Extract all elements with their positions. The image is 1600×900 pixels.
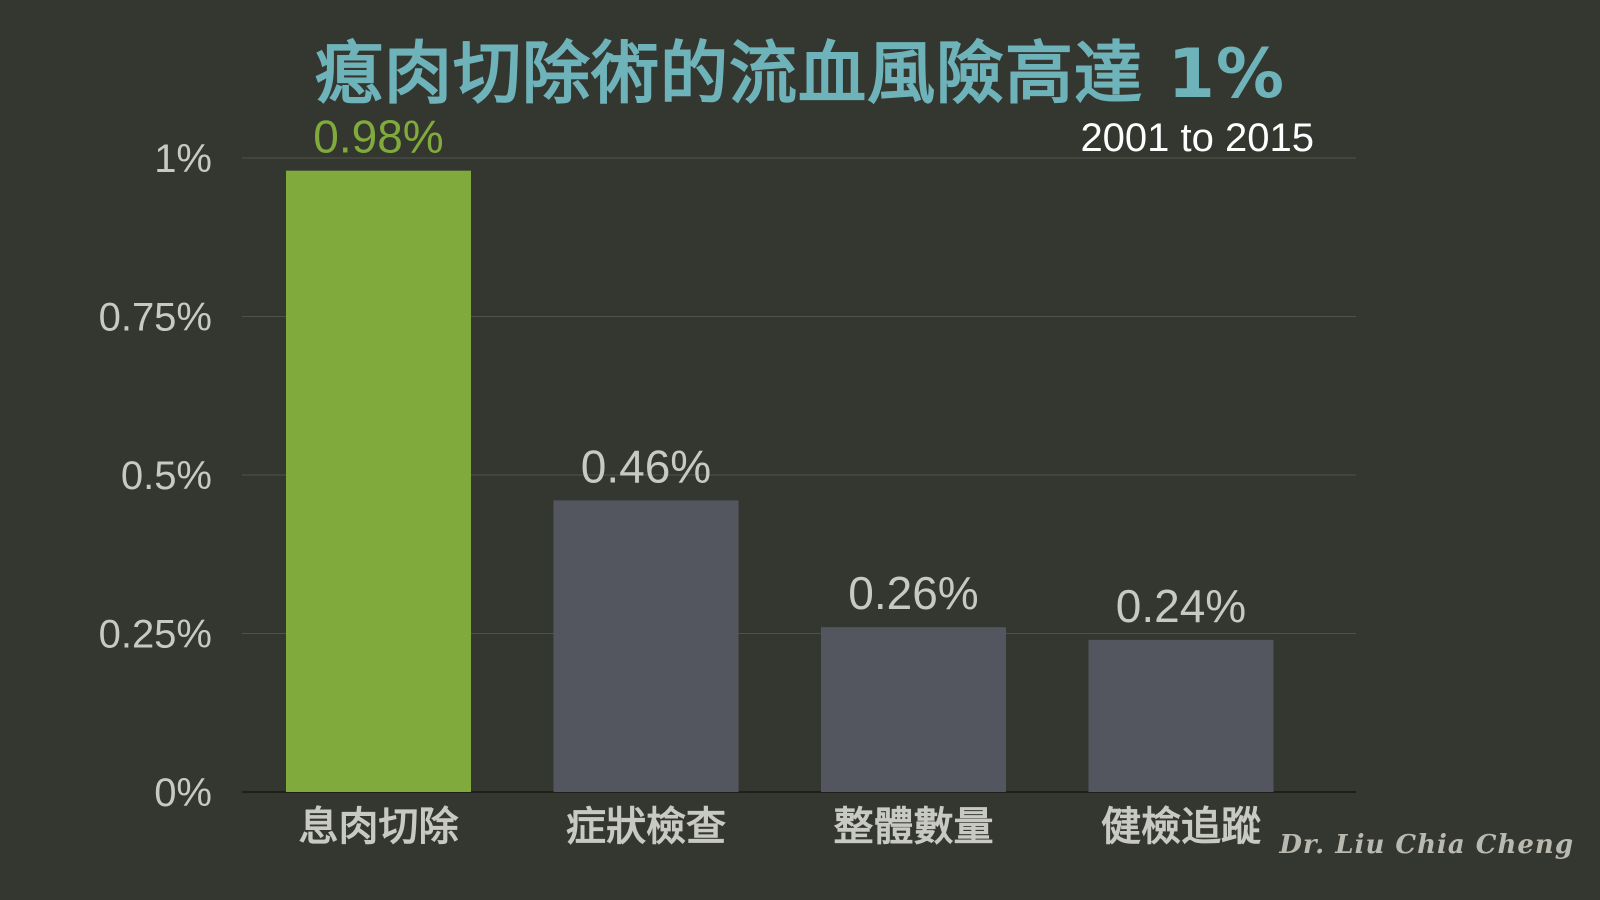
value-label-0: 0.98% [313, 111, 443, 163]
x-tick-label-3: 健檢追蹤 [1101, 804, 1261, 850]
x-tick-label-2: 整體數量 [834, 804, 994, 850]
value-label-2: 0.26% [848, 567, 978, 619]
bar-2 [821, 627, 1006, 792]
y-tick-label: 1% [154, 137, 212, 181]
x-tick-label-1: 症狀檢查 [566, 804, 726, 850]
bars [286, 170, 1274, 792]
x-tick-label-0: 息肉切除 [299, 804, 460, 850]
value-labels: 0.98% 0.46% 0.26% 0.24% [313, 111, 1246, 632]
y-tick-label: 0.75% [99, 296, 212, 340]
bar-1 [553, 500, 739, 792]
bar-0 [286, 170, 471, 792]
bar-3 [1088, 639, 1274, 792]
y-tick-label: 0.5% [121, 454, 212, 498]
y-axis-ticks: 0% 0.25% 0.5% 0.75% 1% [99, 137, 212, 815]
y-tick-label: 0% [154, 771, 212, 815]
value-label-1: 0.46% [581, 440, 711, 492]
x-axis-ticks: 息肉切除 症狀檢查 整體數量 健檢追蹤 [299, 804, 1262, 850]
chart-title: 瘜肉切除術的流血風險高達 1% [314, 35, 1286, 114]
author-signature: Dr. Liu Chia Cheng [1279, 830, 1574, 860]
value-label-3: 0.24% [1116, 580, 1246, 632]
y-tick-label: 0.25% [99, 613, 212, 657]
chart-subtitle: 2001 to 2015 [1080, 116, 1314, 160]
